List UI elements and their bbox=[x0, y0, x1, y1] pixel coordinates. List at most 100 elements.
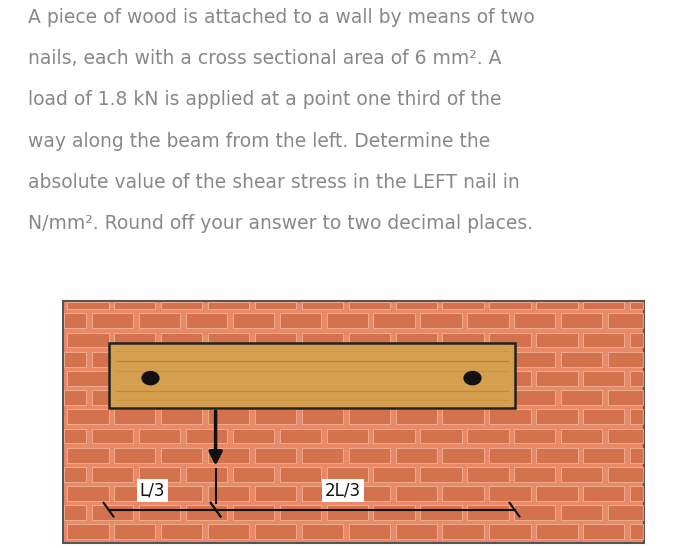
Bar bbox=[255, 524, 296, 539]
Bar bbox=[395, 371, 437, 386]
Bar bbox=[536, 448, 578, 463]
Bar bbox=[489, 371, 531, 386]
Bar bbox=[326, 467, 368, 482]
Bar bbox=[536, 302, 578, 309]
Bar bbox=[395, 448, 437, 463]
Bar bbox=[302, 409, 343, 424]
Bar bbox=[349, 486, 390, 501]
Bar bbox=[442, 409, 484, 424]
Bar bbox=[255, 371, 296, 386]
Bar bbox=[583, 486, 624, 501]
Bar bbox=[442, 333, 484, 347]
Bar bbox=[161, 486, 202, 501]
Bar bbox=[67, 486, 108, 501]
Bar bbox=[630, 448, 643, 463]
Bar bbox=[64, 505, 87, 520]
Text: 2L/3: 2L/3 bbox=[325, 482, 361, 499]
Bar bbox=[186, 505, 228, 520]
Text: A piece of wood is attached to a wall by means of two: A piece of wood is attached to a wall by… bbox=[28, 8, 535, 27]
Bar bbox=[349, 448, 390, 463]
Bar bbox=[630, 524, 643, 539]
Bar bbox=[208, 371, 249, 386]
Bar bbox=[92, 429, 133, 443]
Bar bbox=[139, 313, 181, 328]
Bar bbox=[114, 333, 155, 347]
Bar bbox=[208, 448, 249, 463]
Bar bbox=[468, 505, 508, 520]
Bar bbox=[326, 313, 368, 328]
Bar bbox=[468, 467, 508, 482]
Bar bbox=[583, 371, 624, 386]
Bar bbox=[536, 409, 578, 424]
Bar bbox=[583, 448, 624, 463]
Bar bbox=[208, 524, 249, 539]
Bar bbox=[114, 524, 155, 539]
Bar bbox=[561, 352, 602, 367]
Bar bbox=[64, 352, 87, 367]
Bar bbox=[395, 524, 437, 539]
Bar bbox=[630, 409, 643, 424]
Bar bbox=[92, 505, 133, 520]
Bar bbox=[255, 486, 296, 501]
Bar bbox=[630, 371, 643, 386]
Bar bbox=[232, 429, 274, 443]
Bar bbox=[608, 467, 643, 482]
Bar bbox=[302, 486, 343, 501]
Bar bbox=[442, 371, 484, 386]
Bar bbox=[302, 302, 343, 309]
Bar bbox=[232, 313, 274, 328]
Bar bbox=[630, 486, 643, 501]
Bar bbox=[349, 333, 390, 347]
Bar bbox=[114, 371, 155, 386]
Bar bbox=[536, 333, 578, 347]
Bar bbox=[630, 333, 643, 347]
Bar bbox=[374, 390, 414, 405]
Bar bbox=[280, 429, 321, 443]
Bar bbox=[326, 429, 368, 443]
Bar bbox=[583, 333, 624, 347]
Bar bbox=[326, 352, 368, 367]
Bar bbox=[280, 313, 321, 328]
Bar bbox=[186, 467, 228, 482]
Bar bbox=[161, 448, 202, 463]
Text: load of 1.8 kN is applied at a point one third of the: load of 1.8 kN is applied at a point one… bbox=[28, 90, 501, 110]
Bar bbox=[302, 371, 343, 386]
Bar bbox=[232, 390, 274, 405]
Bar bbox=[349, 524, 390, 539]
Bar bbox=[280, 390, 321, 405]
Bar bbox=[186, 313, 228, 328]
Bar bbox=[280, 352, 321, 367]
Bar bbox=[468, 390, 508, 405]
Text: way along the beam from the left. Determine the: way along the beam from the left. Determ… bbox=[28, 132, 490, 151]
Bar bbox=[208, 409, 249, 424]
Bar bbox=[583, 409, 624, 424]
Bar bbox=[302, 333, 343, 347]
Bar bbox=[208, 486, 249, 501]
Bar bbox=[139, 429, 181, 443]
Bar bbox=[442, 524, 484, 539]
Bar bbox=[608, 390, 643, 405]
Bar bbox=[561, 429, 602, 443]
Bar bbox=[420, 505, 462, 520]
Bar bbox=[374, 352, 414, 367]
Bar bbox=[468, 352, 508, 367]
Bar bbox=[349, 302, 390, 309]
Text: absolute value of the shear stress in the LEFT nail in: absolute value of the shear stress in th… bbox=[28, 173, 519, 192]
Bar bbox=[139, 390, 181, 405]
Bar bbox=[255, 409, 296, 424]
Bar bbox=[108, 342, 514, 408]
Bar bbox=[161, 302, 202, 309]
Bar bbox=[468, 313, 508, 328]
Bar bbox=[374, 313, 414, 328]
Text: nails, each with a cross sectional area of 6 mm². A: nails, each with a cross sectional area … bbox=[28, 49, 501, 68]
Bar bbox=[468, 429, 508, 443]
Bar bbox=[489, 302, 531, 309]
Bar bbox=[442, 448, 484, 463]
Bar bbox=[349, 409, 390, 424]
Bar bbox=[561, 313, 602, 328]
Bar bbox=[186, 352, 228, 367]
Bar bbox=[161, 333, 202, 347]
Bar bbox=[395, 302, 437, 309]
Bar bbox=[67, 409, 108, 424]
Bar bbox=[186, 390, 228, 405]
